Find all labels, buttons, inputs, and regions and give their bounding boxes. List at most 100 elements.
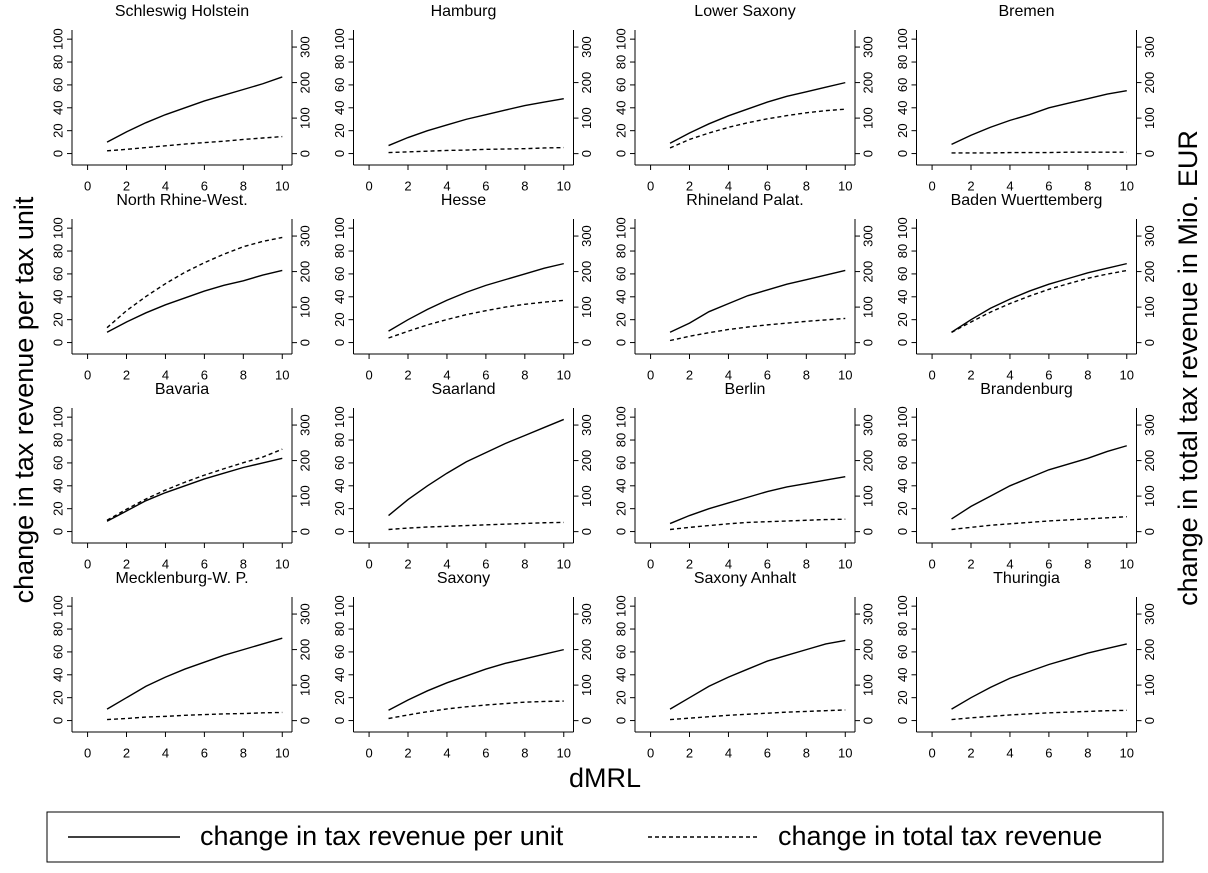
y-tick-label: 80	[50, 622, 65, 636]
panel-title: Thuringia	[993, 570, 1060, 587]
y-tick-label: 0	[895, 339, 910, 346]
x-tick-label: 2	[404, 178, 411, 193]
series-line	[388, 521, 564, 531]
y2-tick-label: 200	[297, 639, 312, 661]
y-tick-label: 100	[895, 595, 910, 617]
x-tick-label: 0	[84, 367, 91, 382]
x-tick-label: 10	[838, 367, 852, 382]
y2-tick-label: 100	[860, 107, 875, 129]
series-line	[669, 639, 846, 710]
x-tick-label: 2	[686, 556, 693, 571]
y-tick-label: 40	[613, 290, 628, 304]
y-tick-label: 40	[895, 101, 910, 115]
series-line	[106, 457, 283, 522]
y2-tick-label: 300	[1142, 414, 1157, 436]
y2-tick-label: 100	[860, 485, 875, 507]
y2-tick-label: 200	[860, 639, 875, 661]
x-tick-label: 2	[404, 745, 411, 760]
panel-title: Bremen	[998, 3, 1054, 20]
panel-title: Baden Wuerttemberg	[951, 192, 1103, 209]
y-tick-label: 80	[613, 622, 628, 636]
y2-tick-label: 200	[579, 72, 594, 94]
x-tick-label: 4	[162, 178, 169, 193]
x-tick-label: 4	[443, 367, 450, 382]
x-tick-label: 6	[1045, 367, 1052, 382]
y-tick-label: 0	[50, 339, 65, 346]
y2-tick-label: 100	[860, 674, 875, 696]
y-tick-label: 80	[332, 244, 347, 258]
y-tick-label: 80	[332, 433, 347, 447]
y-tick-label: 100	[50, 406, 65, 428]
y2-tick-label: 200	[1142, 72, 1157, 94]
panel-title: Saarland	[431, 381, 495, 398]
y2-tick-label: 0	[579, 339, 594, 346]
x-tick-label: 4	[443, 556, 450, 571]
y-tick-label: 60	[50, 645, 65, 659]
series-line	[951, 516, 1127, 531]
y2-tick-label: 0	[860, 150, 875, 157]
y2-tick-label: 100	[297, 674, 312, 696]
x-tick-label: 0	[647, 367, 654, 382]
y-tick-label: 80	[332, 622, 347, 636]
x-tick-label: 10	[1120, 178, 1134, 193]
y2-tick-label: 100	[1142, 485, 1157, 507]
y2-tick-label: 100	[297, 107, 312, 129]
x-tick-label: 0	[647, 178, 654, 193]
series-line	[951, 151, 1127, 154]
y2-tick-label: 300	[579, 414, 594, 436]
x-tick-label: 0	[365, 178, 372, 193]
y2-tick-label: 300	[297, 414, 312, 436]
y-tick-label: 0	[613, 717, 628, 724]
y-tick-label: 60	[613, 78, 628, 92]
series-line	[106, 135, 283, 152]
x-tick-label: 0	[365, 556, 372, 571]
series-line	[388, 299, 564, 339]
series-line	[951, 643, 1127, 710]
panel-title: Lower Saxony	[694, 3, 795, 20]
x-tick-label: 6	[764, 745, 771, 760]
y2-tick-label: 300	[297, 36, 312, 58]
y2-axis-label: change in total tax revenue in Mio. EUR	[1173, 130, 1203, 606]
x-tick-label: 0	[928, 178, 935, 193]
y-tick-label: 80	[332, 55, 347, 69]
x-tick-label: 4	[725, 367, 732, 382]
x-tick-label: 4	[162, 556, 169, 571]
series-line	[951, 269, 1127, 333]
y-tick-label: 60	[895, 645, 910, 659]
x-tick-label: 0	[365, 367, 372, 382]
y-tick-label: 100	[332, 595, 347, 617]
y-tick-label: 80	[895, 433, 910, 447]
legend-label: change in total tax revenue	[778, 821, 1102, 851]
x-tick-label: 10	[275, 178, 289, 193]
panel-title: Mecklenburg-W. P.	[115, 570, 248, 587]
x-tick-label: 10	[557, 745, 571, 760]
series-line	[951, 89, 1127, 146]
y2-tick-label: 0	[297, 528, 312, 535]
x-tick-label: 0	[928, 556, 935, 571]
series-line	[669, 317, 846, 342]
y2-tick-label: 200	[297, 450, 312, 472]
x-tick-label: 6	[482, 745, 489, 760]
series-line	[669, 709, 846, 721]
y2-tick-label: 100	[297, 485, 312, 507]
y-tick-label: 0	[332, 717, 347, 724]
x-tick-label: 10	[838, 556, 852, 571]
x-tick-label: 8	[803, 367, 810, 382]
series-line	[388, 97, 564, 147]
y2-tick-label: 100	[1142, 296, 1157, 318]
panel-title: Brandenburg	[980, 381, 1073, 398]
y2-tick-label: 200	[297, 72, 312, 94]
y-tick-label: 100	[895, 406, 910, 428]
y-tick-label: 40	[332, 479, 347, 493]
x-tick-label: 0	[928, 745, 935, 760]
legend-label: change in tax revenue per unit	[200, 821, 564, 851]
x-tick-label: 2	[404, 556, 411, 571]
x-tick-label: 10	[1120, 556, 1134, 571]
x-tick-label: 8	[803, 556, 810, 571]
y2-tick-label: 300	[1142, 36, 1157, 58]
x-tick-label: 4	[443, 745, 450, 760]
y2-tick-label: 100	[1142, 674, 1157, 696]
x-tick-label: 2	[967, 745, 974, 760]
